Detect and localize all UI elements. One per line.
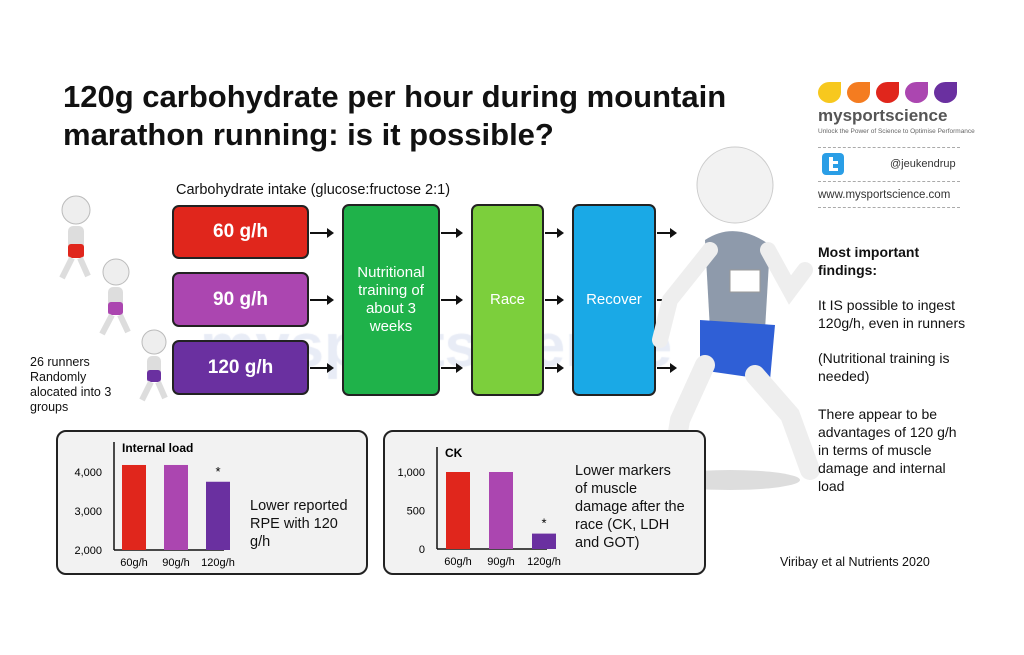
website-link[interactable]: www.mysportscience.com [818,189,951,201]
group-90: 90 g/h [172,272,309,327]
arrow-icon [310,295,334,305]
brand-drop-icon [876,82,899,103]
brand-drops [818,82,957,103]
brand-tagline: Unlock the Power of Science to Optimise … [818,128,975,135]
intake-label: Carbohydrate intake (glucose:fructose 2:… [176,182,451,198]
finding-2: (Nutritional training is needed) [818,350,950,384]
brand-drop-icon [847,82,870,103]
page-title: 120g carbohydrate per hour during mounta… [63,79,727,152]
stage-recover: Recover [572,204,656,396]
ck-caption: Lower markers of muscle damage after the… [575,463,685,551]
arrow-icon [545,295,564,305]
brand-drop-icon [905,82,928,103]
arrow-icon [441,295,463,305]
finding-3: There appear to be advantages of 120 g/h… [818,406,957,494]
stage-race: Race [471,204,544,396]
findings-heading: Most important findings: [818,244,920,278]
arrow-icon [310,363,334,373]
arrow-icon [657,228,677,238]
runner-figures [59,195,168,402]
arrow-icon [441,228,463,238]
brand-name: mysportscience [818,106,948,125]
arrow-icon [545,228,564,238]
runner-purple-icon [99,258,131,336]
arrow-icon [545,363,564,373]
finding-1: It IS possible to ingest 120g/h, even in… [818,297,966,331]
arrow-icon [310,228,334,238]
brand-drop-icon [934,82,957,103]
arrow-icon [657,363,677,373]
internal-load-caption: Lower reported RPE with 120 g/h [250,498,348,550]
stage-training: Nutritional training of about 3 weeks [342,204,440,396]
runner-red-icon [59,195,91,280]
arrow-icon [441,363,463,373]
runner-darkpurple-icon [139,329,168,402]
brand-drop-icon [818,82,841,103]
group-60: 60 g/h [172,205,309,259]
twitter-icon[interactable] [822,153,844,175]
group-120: 120 g/h [172,340,309,395]
citation: Viribay et al Nutrients 2020 [780,555,930,569]
runners-text: 26 runners Randomly alocated into 3 grou… [30,355,112,414]
twitter-handle[interactable]: @jeukendrup [890,158,956,170]
